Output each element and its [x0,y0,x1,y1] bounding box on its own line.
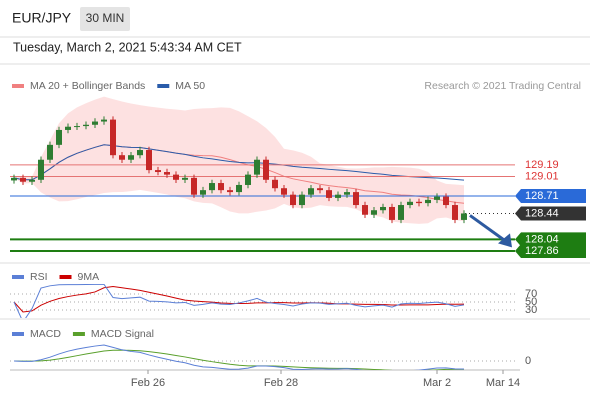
candle-body [173,174,179,180]
candle-body [416,201,422,204]
candle-body [191,177,197,195]
level-label: 128.04 [525,233,559,245]
candle-body [335,194,341,198]
legend-label: 9MA [78,271,100,283]
level-tag [515,206,586,221]
legend-label: MA 50 [175,80,205,92]
interval-button[interactable] [80,7,130,31]
y-tick-label: 0 [525,355,531,367]
candle-body [110,119,116,156]
candle-body [92,121,98,125]
level-label: 128.71 [525,190,559,202]
candle-body [119,155,125,160]
interval-label[interactable]: 30 MIN [86,11,125,25]
candle-body [389,206,395,220]
candle-body [236,184,242,193]
candle-body [20,177,26,182]
level-label: 127.86 [525,245,559,257]
rsi-ma [13,286,465,313]
level-tag [515,243,586,258]
rsi [13,284,465,318]
candle-body [137,150,143,156]
legend-label: RSI [30,271,48,283]
legend-swatch [12,275,24,279]
y-tick-label: 70 [525,288,537,300]
y-tick-label: 30 [525,304,537,316]
candle-body [74,126,80,128]
candle-body [56,129,62,145]
credit: Research © 2021 Trading Central [424,80,581,92]
candle-body [11,177,17,181]
candle-body [128,155,134,160]
candle-body [290,194,296,206]
level-label: 129.19 [525,159,559,171]
ma50 [13,144,465,181]
candle-body [83,124,89,127]
candle-body [308,188,314,195]
legend-label: MACD [30,328,61,340]
legend-swatch [157,84,170,88]
candle-body [101,119,107,122]
candle-body [146,150,152,171]
x-tick-label: Mar 14 [486,377,520,389]
candle-body [209,183,215,191]
candle-body [434,196,440,200]
x-tick-label: Feb 28 [264,377,298,389]
macd-signal [13,349,465,370]
legend-label: MA 20 + Bollinger Bands [30,80,145,92]
legend-swatch [59,275,72,279]
candle-body [155,170,161,173]
candle-body [317,188,323,191]
candle-body [182,177,188,180]
candle-body [38,159,44,180]
candle-body [65,126,71,130]
x-tick-label: Mar 2 [423,377,451,389]
legend-swatch [12,84,24,88]
macd-lines [13,344,465,370]
level-label: 128.44 [525,207,559,219]
candle-body [299,194,305,206]
macd [13,344,465,370]
candle-body [200,190,206,195]
candle-body [254,159,260,175]
legend-swatch [12,332,24,336]
candle-body [164,172,170,175]
candle-body [326,190,332,198]
candle-body [425,199,431,204]
candle-body [362,205,368,215]
symbol: EUR/JPY [12,10,72,26]
candle-body [398,205,404,220]
plot: MA 20 + Bollinger Bands MA 50 129.19129.01… [10,80,586,389]
forecast-arrow [469,214,507,243]
legend-swatch [72,332,85,336]
level-label: 129.01 [525,170,559,182]
rsi-lines [13,284,465,318]
y-tick-label: 50 [525,296,537,308]
candle-body [272,179,278,189]
forecast-arrowhead [498,233,512,248]
candle-body [461,213,467,220]
candle-body [47,144,53,160]
candle-body [407,201,413,206]
candle-body [218,183,224,191]
candle-body [371,210,377,215]
candle-body [29,179,35,182]
level-tag [515,232,586,247]
candle-body [227,190,233,193]
candle-body [443,196,449,206]
bollinger-band [14,96,464,224]
candle-body [281,188,287,195]
x-tick-label: Feb 26 [131,377,165,389]
candle-body [353,192,359,206]
candle-body [452,205,458,220]
candle-body [344,192,350,195]
legend-label: MACD Signal [91,328,154,340]
candle-body [263,159,269,180]
candle-body [380,206,386,211]
timestamp: Tuesday, March 2, 2021 5:43:34 AM CET [13,40,242,54]
candle-body [245,174,251,185]
level-tag [515,188,586,203]
